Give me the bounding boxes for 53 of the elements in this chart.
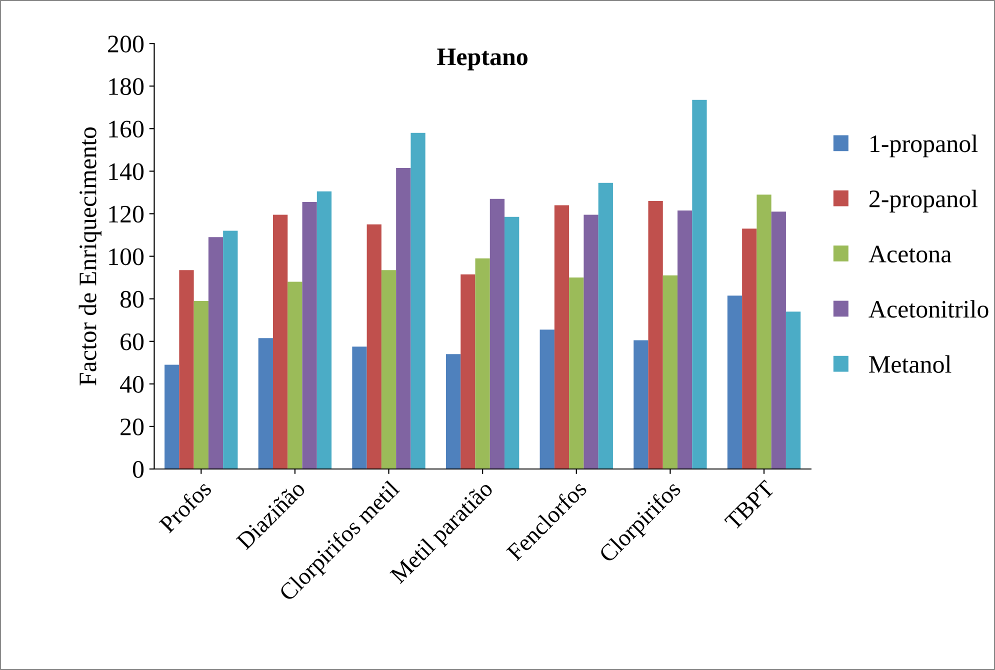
bar [194, 300, 208, 469]
bar [584, 214, 598, 469]
bar [540, 330, 554, 469]
bar [179, 270, 194, 469]
y-tick-label: 0 [132, 461, 144, 478]
bar [692, 100, 707, 469]
bar [648, 200, 663, 469]
y-tick-label: 100 [109, 248, 144, 266]
bar [756, 194, 772, 469]
legend-label: Acetona [868, 246, 952, 263]
bar [554, 205, 570, 469]
bar [490, 198, 505, 469]
bar [316, 191, 332, 469]
bar [258, 338, 273, 469]
bar [662, 275, 678, 469]
bar [366, 224, 382, 469]
bar [396, 168, 411, 469]
bar [446, 354, 461, 469]
bar [223, 230, 238, 469]
chart-title: Heptano [437, 48, 528, 70]
y-tick-label: 120 [109, 206, 144, 223]
bar [352, 346, 367, 469]
bar [742, 228, 757, 469]
bar [302, 202, 317, 469]
bar [288, 282, 302, 469]
bar [475, 258, 490, 469]
bar [634, 340, 648, 469]
legend-label: 1-propanol [870, 134, 978, 158]
bar [410, 132, 426, 469]
y-axis-title: Factor de Enriquecimento [78, 127, 102, 386]
bar [272, 214, 288, 469]
y-tick-label: 40 [120, 376, 144, 393]
bar [208, 237, 224, 469]
bar [504, 216, 520, 469]
bar [727, 296, 742, 469]
bar [786, 312, 801, 469]
legend-label: Acetonitrilo [868, 300, 988, 318]
bar [381, 270, 396, 469]
bar [598, 182, 613, 469]
y-tick-label: 200 [108, 36, 144, 52]
bar [164, 364, 180, 469]
y-tick-label: 160 [109, 120, 144, 138]
y-tick-label: 20 [120, 418, 144, 436]
y-tick-label: 140 [109, 163, 144, 180]
legend-label: Metanol [869, 355, 952, 373]
y-tick-label: 80 [120, 290, 144, 308]
y-tick-label: 180 [109, 78, 144, 96]
legend-label: 2-propanol [870, 190, 978, 212]
y-tick-label: 60 [120, 333, 144, 350]
bar [771, 212, 786, 469]
bar [678, 210, 692, 469]
bar [460, 274, 476, 469]
bar [569, 278, 584, 469]
